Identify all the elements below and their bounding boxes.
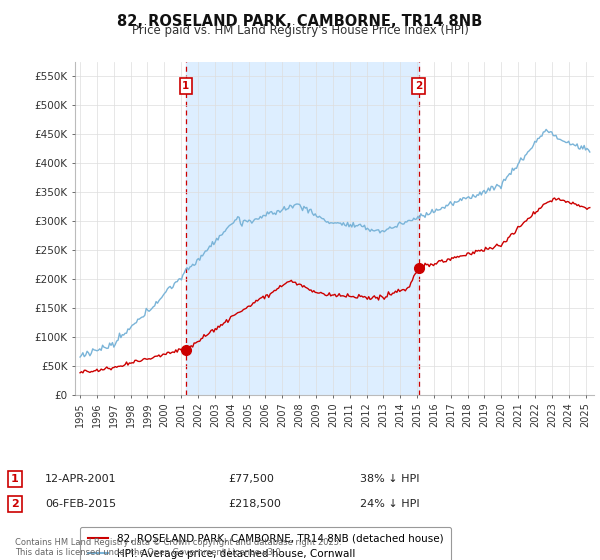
Text: 2: 2 [11,499,19,509]
Text: Price paid vs. HM Land Registry's House Price Index (HPI): Price paid vs. HM Land Registry's House … [131,24,469,37]
Legend: 82, ROSELAND PARK, CAMBORNE, TR14 8NB (detached house), HPI: Average price, deta: 82, ROSELAND PARK, CAMBORNE, TR14 8NB (d… [80,526,451,560]
Text: 82, ROSELAND PARK, CAMBORNE, TR14 8NB: 82, ROSELAND PARK, CAMBORNE, TR14 8NB [118,14,482,29]
Text: £77,500: £77,500 [228,474,274,484]
Text: 2: 2 [415,81,422,91]
Bar [186,62,419,395]
Text: 06-FEB-2015: 06-FEB-2015 [45,499,116,509]
Text: 12-APR-2001: 12-APR-2001 [45,474,116,484]
Text: Contains HM Land Registry data © Crown copyright and database right 2025.
This d: Contains HM Land Registry data © Crown c… [15,538,341,557]
Text: 1: 1 [11,474,19,484]
Text: £218,500: £218,500 [228,499,281,509]
Text: 24% ↓ HPI: 24% ↓ HPI [360,499,419,509]
Text: 38% ↓ HPI: 38% ↓ HPI [360,474,419,484]
Text: 1: 1 [182,81,190,91]
